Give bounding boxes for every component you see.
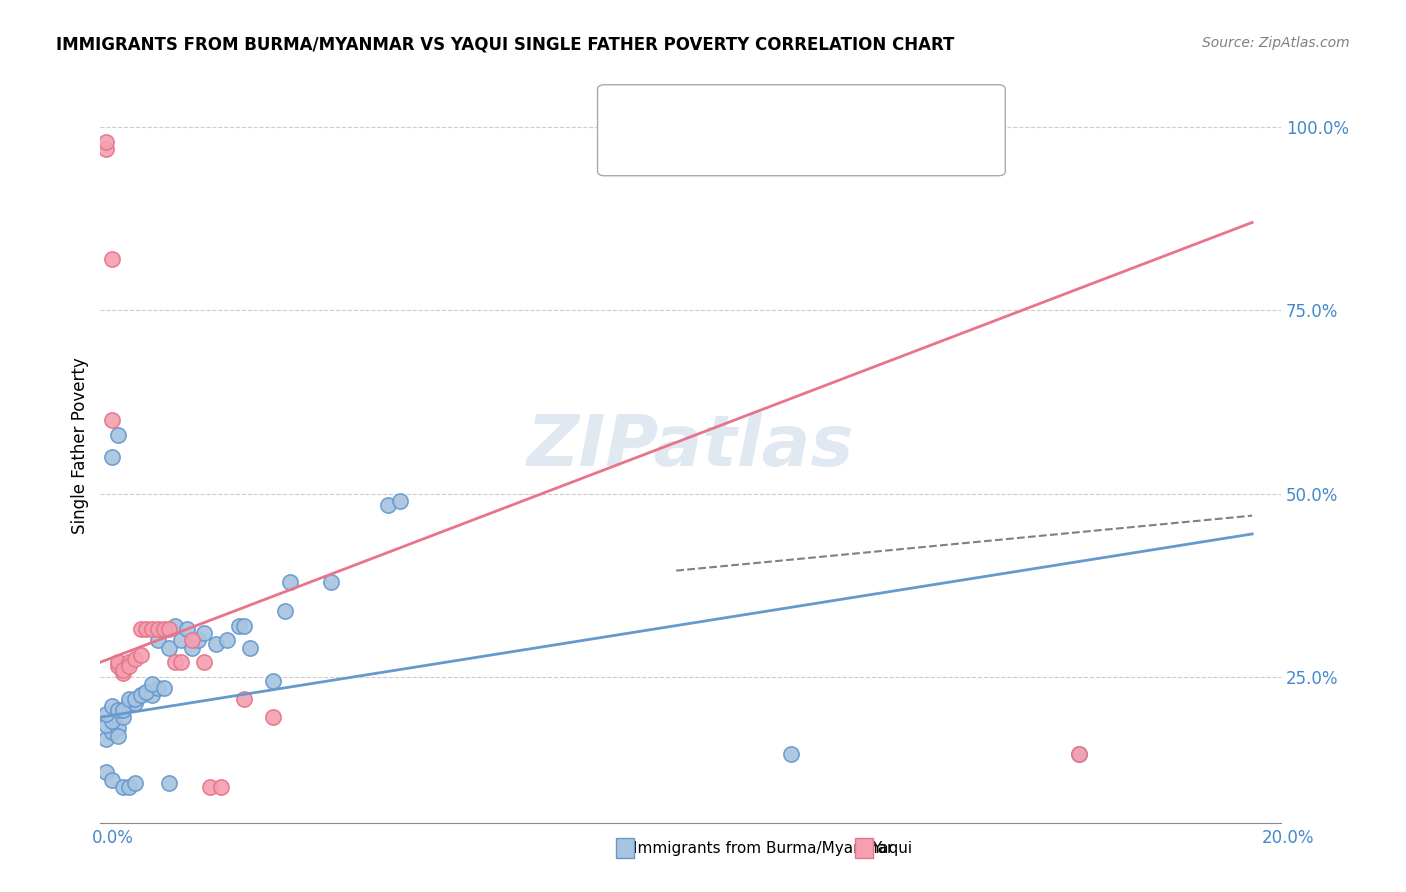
Point [101, 252, 124, 266]
Point [129, 688, 152, 702]
Text: ZIPatlas: ZIPatlas [527, 411, 855, 481]
Text: Immigrants from Burma/Myanmar: Immigrants from Burma/Myanmar [633, 841, 893, 856]
Text: Yaqui: Yaqui [872, 841, 912, 856]
Text: R = 0.250   N = 52: R = 0.250 N = 52 [669, 103, 853, 120]
Point [1069, 747, 1091, 761]
FancyBboxPatch shape [616, 134, 654, 165]
Point [112, 663, 135, 677]
Point [170, 633, 193, 648]
Point [377, 498, 399, 512]
Point [101, 772, 124, 787]
Point [135, 684, 157, 698]
Point [141, 677, 163, 691]
Text: Source: ZipAtlas.com: Source: ZipAtlas.com [1202, 36, 1350, 50]
Point [124, 691, 146, 706]
Text: 20.0%: 20.0% [1263, 829, 1315, 847]
Point [118, 691, 141, 706]
Point [780, 747, 803, 761]
Point [228, 618, 250, 632]
Point [135, 622, 157, 636]
Point [112, 666, 135, 681]
Point [112, 710, 135, 724]
Point [129, 688, 152, 702]
Point [107, 428, 129, 442]
Point [101, 450, 124, 464]
Point [101, 714, 124, 728]
Point [118, 780, 141, 794]
Point [94, 732, 117, 747]
Point [146, 633, 169, 648]
Point [198, 780, 221, 794]
Point [159, 776, 181, 790]
Point [209, 780, 232, 794]
Point [280, 574, 302, 589]
Point [239, 640, 262, 655]
Point [112, 780, 135, 794]
Point [94, 135, 117, 149]
Point [233, 691, 256, 706]
Point [129, 622, 152, 636]
Point [170, 655, 193, 669]
Point [94, 706, 117, 721]
Point [146, 681, 169, 695]
Point [262, 710, 284, 724]
Point [94, 765, 117, 780]
Point [146, 622, 169, 636]
Point [101, 413, 124, 427]
Point [165, 618, 187, 632]
FancyBboxPatch shape [616, 97, 654, 128]
Point [101, 724, 124, 739]
Y-axis label: Single Father Poverty: Single Father Poverty [72, 358, 89, 534]
Point [181, 633, 204, 648]
Point [107, 721, 129, 735]
Point [124, 696, 146, 710]
Point [193, 626, 215, 640]
Point [181, 640, 204, 655]
Point [187, 633, 209, 648]
Point [118, 655, 141, 669]
Point [152, 622, 174, 636]
Point [152, 681, 174, 695]
Point [135, 684, 157, 698]
Text: 0.0%: 0.0% [91, 829, 134, 847]
Text: R = 0.324   N = 27: R = 0.324 N = 27 [669, 140, 853, 159]
Point [107, 729, 129, 743]
Point [273, 604, 295, 618]
Point [94, 717, 117, 731]
Point [319, 574, 342, 589]
Point [233, 618, 256, 632]
Point [94, 142, 117, 156]
Point [193, 655, 215, 669]
Point [215, 633, 238, 648]
Point [176, 622, 198, 636]
Point [165, 655, 187, 669]
Point [124, 651, 146, 665]
Point [129, 648, 152, 662]
Point [112, 703, 135, 717]
Point [204, 637, 226, 651]
Point [107, 655, 129, 669]
Point [141, 622, 163, 636]
Point [159, 640, 181, 655]
Point [159, 622, 181, 636]
Point [262, 673, 284, 688]
Point [124, 776, 146, 790]
Point [107, 659, 129, 673]
Point [1069, 747, 1091, 761]
Point [388, 494, 411, 508]
Point [141, 688, 163, 702]
Point [101, 699, 124, 714]
Point [118, 696, 141, 710]
Text: IMMIGRANTS FROM BURMA/MYANMAR VS YAQUI SINGLE FATHER POVERTY CORRELATION CHART: IMMIGRANTS FROM BURMA/MYANMAR VS YAQUI S… [56, 36, 955, 54]
Point [107, 703, 129, 717]
Point [118, 659, 141, 673]
